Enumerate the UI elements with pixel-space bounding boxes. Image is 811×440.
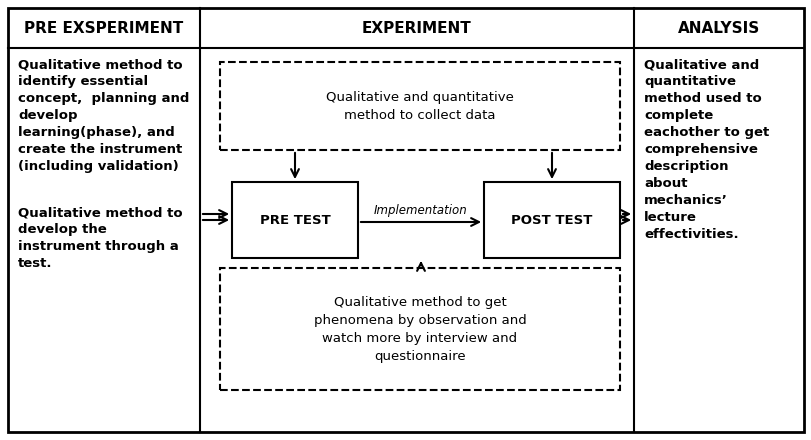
Bar — [232, 182, 358, 258]
Text: Qualitative method to
develop the
instrument through a
test.: Qualitative method to develop the instru… — [18, 206, 182, 270]
Text: POST TEST: POST TEST — [511, 213, 592, 227]
Bar — [483, 182, 620, 258]
Text: Qualitative method to
identify essential
concept,  planning and
develop
learning: Qualitative method to identify essential… — [18, 58, 189, 173]
Text: PRE TEST: PRE TEST — [260, 213, 330, 227]
Text: Qualitative and
quantitative
method used to
complete
eachother to get
comprehens: Qualitative and quantitative method used… — [643, 58, 768, 241]
Text: PRE EXSPERIMENT: PRE EXSPERIMENT — [24, 21, 183, 36]
Text: EXPERIMENT: EXPERIMENT — [362, 21, 471, 36]
Bar — [220, 62, 620, 150]
Text: Qualitative method to get
phenomena by observation and
watch more by interview a: Qualitative method to get phenomena by o… — [313, 296, 526, 363]
Text: Qualitative and quantitative
method to collect data: Qualitative and quantitative method to c… — [326, 91, 513, 121]
Bar — [220, 268, 620, 390]
Text: ANALYSIS: ANALYSIS — [677, 21, 759, 36]
Text: Implementation: Implementation — [374, 204, 467, 217]
